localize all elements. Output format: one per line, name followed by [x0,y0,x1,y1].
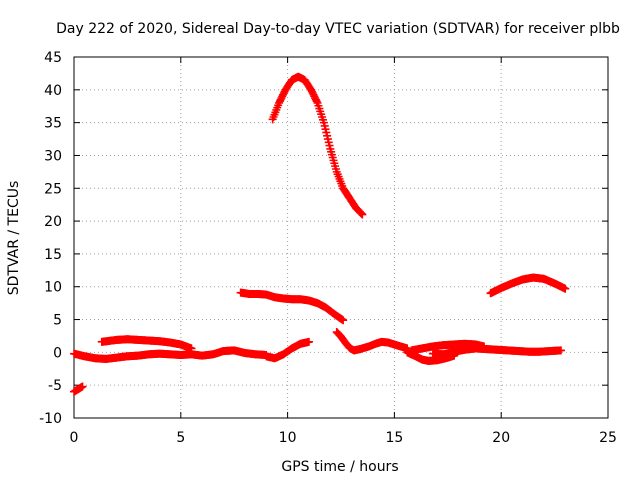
y-tick-label: 20 [44,214,62,230]
y-tick-label: 15 [44,247,62,263]
x-tick-label: 5 [176,430,185,446]
y-tick-label: 25 [44,181,62,197]
chart-title: Day 222 of 2020, Sidereal Day-to-day VTE… [56,21,620,37]
x-tick-label: 0 [70,430,79,446]
series-arc-1 [70,382,87,396]
x-tick-label: 10 [279,430,297,446]
axis-ticks: 0 5 10 15 20 25 -10 -5 0 5 10 15 20 25 30 35 40 45 [39,50,617,446]
data-point [187,344,196,353]
data-points [70,72,570,396]
y-tick-label: 5 [53,313,62,329]
y-tick-label: 30 [44,148,62,164]
data-point [557,346,566,355]
data-point [78,382,87,391]
plot-frame [73,56,609,419]
series-arc-10 [428,344,566,359]
series-arc-11 [486,273,570,298]
series-arc-6 [268,72,367,219]
y-tick-label: 40 [44,83,62,99]
y-axis-label: SDTVAR / TECUs [6,181,22,296]
data-point [339,316,348,325]
series-arc-2 [70,346,271,363]
y-tick-label: 10 [44,280,62,296]
data-point [561,284,570,293]
series-arc-3 [97,335,196,353]
data-point [358,210,367,219]
x-tick-label: 20 [492,430,510,446]
x-axis-label: GPS time / hours [281,459,398,475]
series-arc-7 [332,328,412,355]
data-point [312,97,321,106]
data-point [357,209,366,218]
series-arc-4 [236,288,348,325]
y-tick-label: 35 [44,116,62,132]
data-point [304,337,313,346]
y-tick-label: 45 [44,50,62,66]
y-tick-label: -5 [48,378,62,394]
x-tick-label: 15 [385,430,403,446]
data-point [356,208,365,217]
y-tick-label: 0 [53,345,62,361]
x-tick-label: 25 [599,430,617,446]
y-tick-label: -10 [39,411,62,427]
series-arc-5 [262,337,313,363]
